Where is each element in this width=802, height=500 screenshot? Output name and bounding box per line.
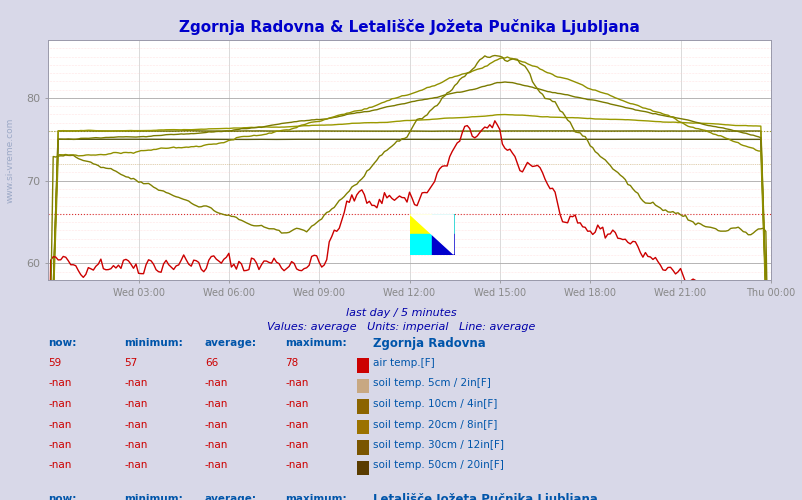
Text: -nan: -nan xyxy=(285,378,308,388)
Text: -nan: -nan xyxy=(124,399,148,409)
Text: -nan: -nan xyxy=(205,420,228,430)
Text: -nan: -nan xyxy=(205,440,228,450)
Text: Zgornja Radovna: Zgornja Radovna xyxy=(373,338,485,350)
Bar xyxy=(409,214,431,234)
Text: -nan: -nan xyxy=(205,460,228,470)
Text: -nan: -nan xyxy=(48,460,71,470)
Bar xyxy=(431,214,454,234)
Text: -nan: -nan xyxy=(124,440,148,450)
Text: soil temp. 20cm / 8in[F]: soil temp. 20cm / 8in[F] xyxy=(373,420,497,430)
Text: average:: average: xyxy=(205,338,257,347)
Text: -nan: -nan xyxy=(124,378,148,388)
Text: -nan: -nan xyxy=(48,378,71,388)
Text: -nan: -nan xyxy=(205,399,228,409)
Text: maximum:: maximum: xyxy=(285,338,346,347)
Text: -nan: -nan xyxy=(48,399,71,409)
Text: 57: 57 xyxy=(124,358,138,368)
Text: -nan: -nan xyxy=(48,420,71,430)
Text: -nan: -nan xyxy=(124,460,148,470)
Text: -nan: -nan xyxy=(285,460,308,470)
Text: 66: 66 xyxy=(205,358,218,368)
Text: Letališče Jožeta Pučnika Ljubljana: Letališče Jožeta Pučnika Ljubljana xyxy=(373,494,597,500)
Text: Values: average   Units: imperial   Line: average: Values: average Units: imperial Line: av… xyxy=(267,322,535,332)
Text: now:: now: xyxy=(48,338,76,347)
Text: 59: 59 xyxy=(48,358,62,368)
Text: -nan: -nan xyxy=(205,378,228,388)
Text: -nan: -nan xyxy=(48,440,71,450)
Polygon shape xyxy=(410,215,453,254)
Title: Zgornja Radovna & Letališče Jožeta Pučnika Ljubljana: Zgornja Radovna & Letališče Jožeta Pučni… xyxy=(179,18,639,34)
Text: 78: 78 xyxy=(285,358,298,368)
Text: soil temp. 50cm / 20in[F]: soil temp. 50cm / 20in[F] xyxy=(373,460,504,470)
Bar xyxy=(431,234,454,255)
Text: maximum:: maximum: xyxy=(285,494,346,500)
Text: -nan: -nan xyxy=(124,420,148,430)
Text: average:: average: xyxy=(205,494,257,500)
Bar xyxy=(409,234,431,255)
Text: -nan: -nan xyxy=(285,420,308,430)
Text: soil temp. 30cm / 12in[F]: soil temp. 30cm / 12in[F] xyxy=(373,440,504,450)
Text: www.si-vreme.com: www.si-vreme.com xyxy=(5,118,14,202)
Text: now:: now: xyxy=(48,494,76,500)
Text: soil temp. 10cm / 4in[F]: soil temp. 10cm / 4in[F] xyxy=(373,399,497,409)
Text: -nan: -nan xyxy=(285,440,308,450)
Text: soil temp. 5cm / 2in[F]: soil temp. 5cm / 2in[F] xyxy=(373,378,491,388)
Text: minimum:: minimum: xyxy=(124,338,183,347)
Text: last day / 5 minutes: last day / 5 minutes xyxy=(346,308,456,318)
Text: -nan: -nan xyxy=(285,399,308,409)
Text: air temp.[F]: air temp.[F] xyxy=(373,358,435,368)
Text: minimum:: minimum: xyxy=(124,494,183,500)
